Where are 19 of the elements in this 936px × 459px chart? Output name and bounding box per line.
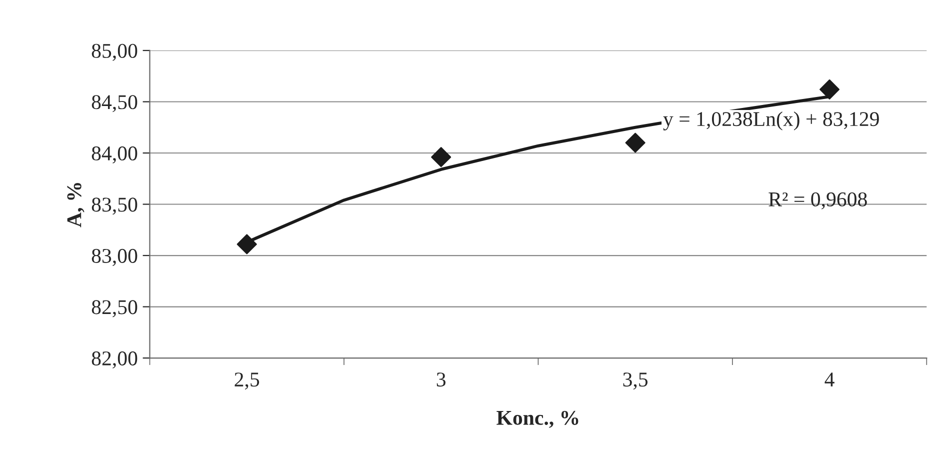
- y-tick-label: 84,50: [92, 95, 138, 112]
- point: [236, 234, 257, 254]
- annotation: R² = 0,9608: [768, 192, 867, 210]
- y-axis-title: A, %: [67, 183, 84, 228]
- x-axis-title: Konc., %: [496, 410, 578, 428]
- point: [431, 147, 452, 168]
- y-tick-label: 82,00: [92, 351, 138, 368]
- y-tick-label: 83,00: [92, 248, 138, 266]
- x-tick-label: 3: [436, 372, 446, 387]
- x-tick-label: 2,5: [234, 372, 260, 390]
- x-tick-label: 4: [824, 372, 834, 386]
- annotation: y = 1,0238Ln(x) + 83,129: [663, 111, 879, 130]
- y-tick-label: 85,00: [92, 44, 138, 61]
- y-tick-label: 84,00: [92, 146, 138, 164]
- y-tick-label: 82,50: [92, 300, 138, 318]
- x-tick-label: 3,5: [623, 372, 648, 390]
- point: [625, 132, 646, 153]
- point: [820, 79, 840, 100]
- y-tick-label: 83,50: [92, 198, 138, 215]
